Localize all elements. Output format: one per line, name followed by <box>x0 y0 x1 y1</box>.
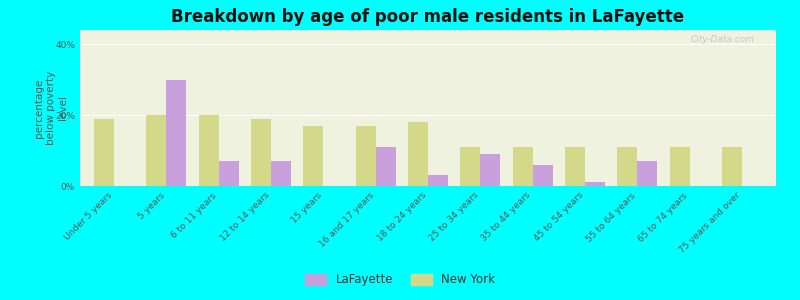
Bar <box>461 147 480 186</box>
Bar <box>251 118 271 186</box>
Text: City-Data.com: City-Data.com <box>691 35 755 44</box>
Bar <box>722 147 742 186</box>
Bar <box>408 122 428 186</box>
Bar <box>565 147 585 186</box>
Bar <box>198 115 218 186</box>
Bar <box>585 182 605 186</box>
Bar <box>166 80 186 186</box>
Bar <box>533 165 553 186</box>
Bar <box>271 161 291 186</box>
Bar <box>428 176 448 186</box>
Bar <box>218 161 238 186</box>
Bar <box>618 147 638 186</box>
Legend: LaFayette, New York: LaFayette, New York <box>300 269 500 291</box>
Bar <box>356 126 376 186</box>
Bar <box>638 161 658 186</box>
Y-axis label: percentage
below poverty
level: percentage below poverty level <box>34 71 67 145</box>
Bar <box>146 115 166 186</box>
Bar <box>303 126 323 186</box>
Bar <box>480 154 500 186</box>
Bar <box>513 147 533 186</box>
Bar <box>94 118 114 186</box>
Title: Breakdown by age of poor male residents in LaFayette: Breakdown by age of poor male residents … <box>171 8 685 26</box>
Bar <box>376 147 395 186</box>
Bar <box>670 147 690 186</box>
